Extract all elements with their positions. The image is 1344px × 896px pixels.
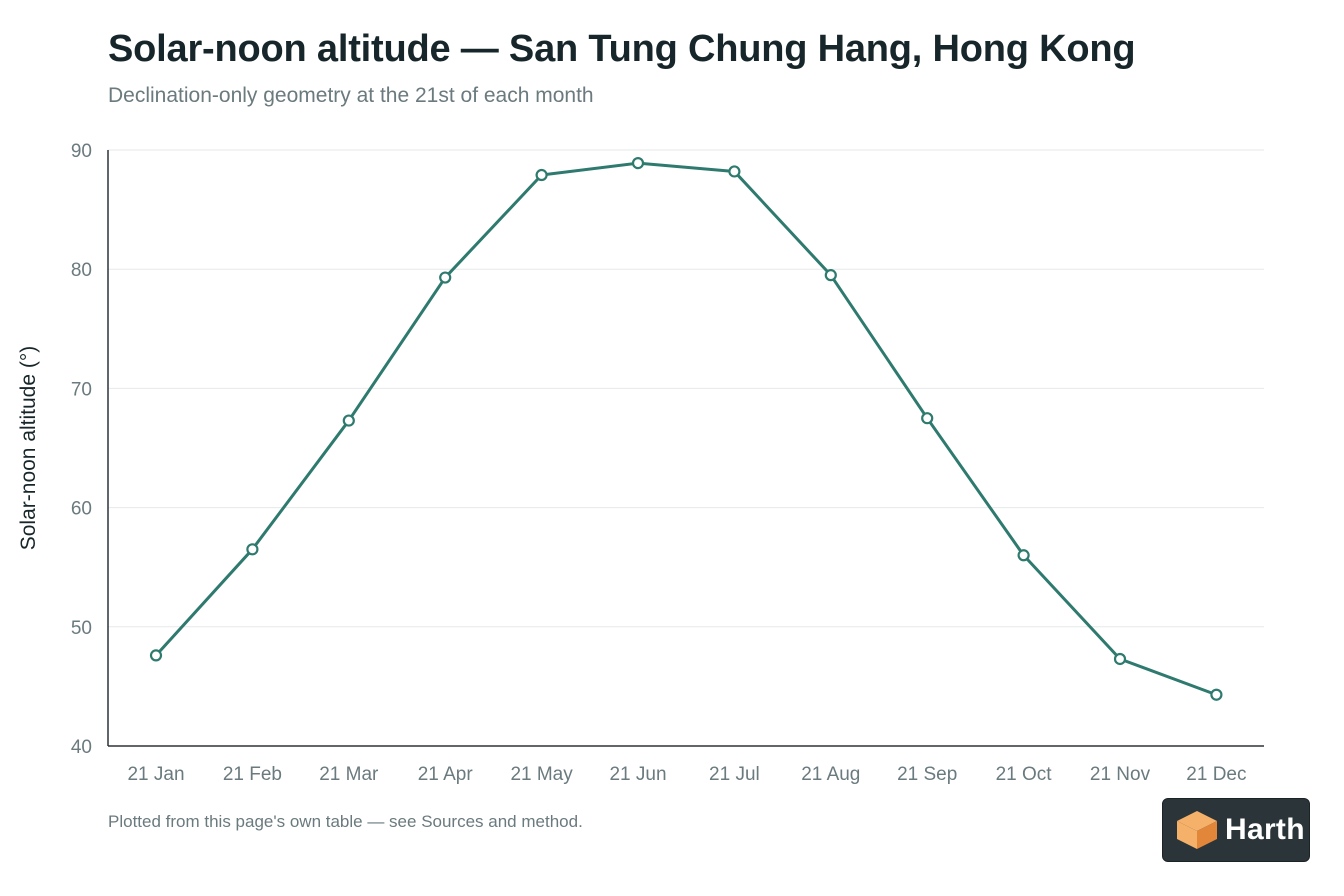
x-tick-label: 21 Jan xyxy=(127,764,184,785)
brand-badge[interactable]: Harth xyxy=(1162,798,1310,862)
series-altitude xyxy=(154,161,1217,697)
x-tick-label: 21 Jun xyxy=(609,764,666,785)
data-point[interactable] xyxy=(1113,652,1127,666)
x-tick-label: 21 Nov xyxy=(1090,764,1151,785)
cube-logo-icon xyxy=(1177,811,1217,849)
y-tick-labels: 40 50 60 70 80 90 xyxy=(71,141,92,758)
y-axis-label: Solar-noon altitude (°) xyxy=(17,346,40,551)
y-tick-label: 50 xyxy=(71,618,92,639)
x-tick-label: 21 Dec xyxy=(1186,764,1246,785)
x-tick-label: 21 Jul xyxy=(709,764,760,785)
data-point[interactable] xyxy=(1017,549,1030,562)
chart-footnote[interactable]: Plotted from this page's own table — see… xyxy=(108,812,583,831)
data-point[interactable] xyxy=(342,414,355,427)
y-tick-label: 70 xyxy=(71,379,92,400)
x-tick-label: 21 Oct xyxy=(996,764,1053,785)
data-point[interactable] xyxy=(246,543,259,556)
y-tick-label: 90 xyxy=(71,141,92,162)
y-tick-label: 80 xyxy=(71,260,92,281)
brand-name: Harth xyxy=(1225,813,1305,846)
data-point[interactable] xyxy=(1210,688,1223,701)
data-points xyxy=(149,157,1223,701)
data-point[interactable] xyxy=(439,271,452,284)
x-tick-label: 21 Feb xyxy=(223,764,282,785)
y-tick-label: 40 xyxy=(71,737,92,758)
y-tick-label: 60 xyxy=(71,499,92,520)
x-tick-label: 21 Sep xyxy=(897,764,957,785)
data-point[interactable] xyxy=(149,649,163,662)
data-point[interactable] xyxy=(921,412,934,425)
chart-subtitle: Declination-only geometry at the 21st of… xyxy=(108,84,594,107)
x-tick-label: 21 Mar xyxy=(319,764,379,785)
data-point[interactable] xyxy=(824,269,837,282)
data-point[interactable] xyxy=(631,157,645,170)
x-tick-labels: 21 Jan 21 Feb 21 Mar 21 Apr 21 May 21 Jun 21 J… xyxy=(127,764,1246,785)
data-point[interactable] xyxy=(535,168,548,182)
x-tick-label: 21 Aug xyxy=(801,764,860,785)
axes xyxy=(107,150,1264,747)
series-line xyxy=(154,161,1217,697)
x-tick-label: 21 May xyxy=(510,764,573,785)
gridlines xyxy=(108,149,1264,628)
chart-title: Solar-noon altitude — San Tung Chung Han… xyxy=(108,28,1136,70)
data-point[interactable] xyxy=(728,165,741,178)
x-tick-label: 21 Apr xyxy=(418,764,474,785)
